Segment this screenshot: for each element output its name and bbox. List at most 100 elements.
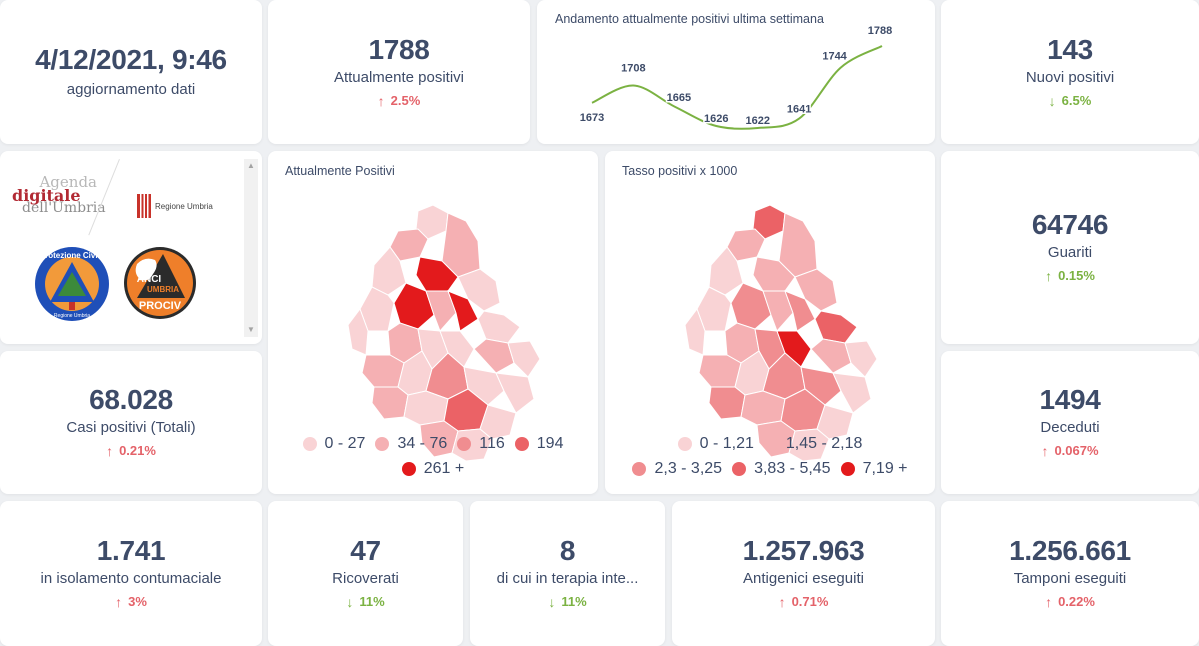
municipality-region[interactable] xyxy=(810,338,852,374)
kpi-isolamento: 1.741 in isolamento contumaciale ↑ 3% xyxy=(0,501,262,646)
municipality-region[interactable] xyxy=(347,307,369,356)
kpi-delta-value: 3% xyxy=(128,594,147,609)
update-card: 4/12/2021, 9:46 aggiornamento dati xyxy=(0,0,262,144)
kpi-value: 8 xyxy=(559,535,576,566)
trend-line xyxy=(591,45,883,130)
kpi-label: in isolamento contumaciale xyxy=(40,570,222,587)
umbria-rate-choropleth-map[interactable] xyxy=(605,191,935,471)
municipality-region[interactable] xyxy=(814,310,858,344)
municipality-region[interactable] xyxy=(698,354,742,388)
logo-text: Regione Umbria xyxy=(155,201,213,211)
scroll-up-icon[interactable]: ▲ xyxy=(247,161,255,170)
logos-scrollbar[interactable]: ▲ ▼ xyxy=(244,159,258,337)
municipality-region[interactable] xyxy=(740,390,786,426)
data-label: 1673 xyxy=(580,112,604,124)
municipality-region[interactable] xyxy=(832,372,872,414)
arrow-down-icon: ↓ xyxy=(548,594,556,610)
arrow-up-icon: ↑ xyxy=(1045,268,1053,284)
kpi-value: 1494 xyxy=(1039,384,1101,415)
arrow-down-icon: ↓ xyxy=(1048,92,1056,109)
municipality-region[interactable] xyxy=(844,340,878,378)
municipality-region[interactable] xyxy=(708,386,746,420)
municipality-region[interactable] xyxy=(425,290,457,332)
municipality-region[interactable] xyxy=(507,340,541,378)
legend-dot-icon xyxy=(763,437,778,451)
kpi-delta: ↑ 3% xyxy=(115,592,147,612)
map-legend: 0 - 27 34 - 76 116 194 261 + xyxy=(268,433,598,483)
legend-label: 3,83 - 5,45 xyxy=(754,460,831,477)
municipality-region[interactable] xyxy=(788,428,830,462)
legend-dot-icon xyxy=(457,437,472,451)
legend-label: 1,45 - 2,18 xyxy=(785,435,863,452)
legend-label: 0 - 1,21 xyxy=(699,435,754,452)
logo-text: dell'Umbria xyxy=(22,200,106,216)
umbria-choropleth-map[interactable] xyxy=(268,191,598,471)
arrow-up-icon: ↑ xyxy=(1041,443,1049,459)
municipality-region[interactable] xyxy=(371,386,409,420)
legend-item[interactable]: 34 - 76 xyxy=(375,433,447,455)
data-label: 1665 xyxy=(667,92,691,104)
municipality-region[interactable] xyxy=(403,390,449,426)
kpi-delta: ↑ 0.22% xyxy=(1045,592,1095,612)
arrow-down-icon: ↓ xyxy=(346,594,354,610)
legend-label: 7,19 + xyxy=(862,460,908,477)
legend-item[interactable]: 0 - 27 xyxy=(302,433,366,455)
municipality-region[interactable] xyxy=(463,366,505,406)
kpi-delta-value: 11% xyxy=(359,594,385,609)
legend-label: 34 - 76 xyxy=(397,435,448,452)
kpi-label: Casi positivi (Totali) xyxy=(66,419,196,436)
logo-text: Agenda xyxy=(39,173,97,191)
legend-item[interactable]: 194 xyxy=(514,433,563,455)
kpi-delta-value: 0.067% xyxy=(1054,443,1099,458)
kpi-label: Tamponi eseguiti xyxy=(1013,570,1127,587)
legend-dot-icon xyxy=(401,462,416,476)
anci-umbria-prociv-logo: ANCI UMBRIA PROCIV xyxy=(124,247,196,319)
legend-item[interactable]: 2,3 - 3,25 xyxy=(632,458,722,480)
kpi-terapia-intensiva: 8 di cui in terapia inte... ↓ 11% xyxy=(470,501,665,646)
municipality-region[interactable] xyxy=(776,330,812,368)
kpi-delta: ↑ 0.21% xyxy=(106,441,156,461)
kpi-value: 1.256.661 xyxy=(1009,535,1131,566)
legend-label: 261 + xyxy=(423,460,465,477)
arrow-up-icon: ↑ xyxy=(1045,594,1053,610)
legend-item[interactable]: 7,19 + xyxy=(840,458,908,480)
kpi-casi-totali: 68.028 Casi positivi (Totali) ↑ 0.21% xyxy=(0,351,262,494)
legend-item[interactable]: 1,45 - 2,18 xyxy=(763,433,863,455)
arrow-up-icon: ↑ xyxy=(115,594,123,610)
logo-text: ANCI xyxy=(137,274,162,285)
kpi-delta-value: 0.21% xyxy=(119,443,156,458)
kpi-value: 68.028 xyxy=(89,384,173,415)
protezione-civile-logo: Protezione Civile Regione Umbria xyxy=(35,247,109,321)
kpi-delta: ↑ 2.5% xyxy=(378,91,421,111)
legend-label: 0 - 27 xyxy=(324,435,366,452)
arrow-up-icon: ↑ xyxy=(778,594,786,610)
kpi-value: 47 xyxy=(350,535,381,566)
kpi-label: Attualmente positivi xyxy=(333,68,465,86)
update-datetime: 4/12/2021, 9:46 xyxy=(35,43,227,75)
arrow-up-icon: ↑ xyxy=(377,92,385,109)
municipality-region[interactable] xyxy=(473,338,515,374)
legend-item[interactable]: 0 - 1,21 xyxy=(677,433,754,455)
municipality-region[interactable] xyxy=(684,307,706,356)
municipality-region[interactable] xyxy=(479,404,517,440)
legend-dot-icon xyxy=(677,437,692,451)
kpi-guariti: 64746 Guariti ↑ 0.15% xyxy=(941,151,1199,344)
kpi-delta-value: 2.5% xyxy=(390,92,421,108)
legend-item[interactable]: 116 xyxy=(457,433,505,455)
logo-text: digitale xyxy=(12,186,81,205)
municipality-region[interactable] xyxy=(477,310,521,344)
municipality-region[interactable] xyxy=(495,372,535,414)
municipality-region[interactable] xyxy=(361,354,405,388)
logo-text: PROCIV xyxy=(139,300,182,312)
kpi-delta: ↑ 0.71% xyxy=(779,592,829,612)
map-title: Tasso positivi x 1000 xyxy=(622,164,738,178)
municipality-region[interactable] xyxy=(816,404,854,440)
municipality-region[interactable] xyxy=(439,330,475,368)
municipality-region[interactable] xyxy=(762,290,794,332)
municipality-region[interactable] xyxy=(447,290,479,332)
legend-item[interactable]: 261 + xyxy=(401,458,465,480)
scroll-down-icon[interactable]: ▼ xyxy=(247,325,255,334)
municipality-region[interactable] xyxy=(784,290,816,332)
municipality-region[interactable] xyxy=(800,366,842,406)
legend-item[interactable]: 3,83 - 5,45 xyxy=(732,458,831,480)
